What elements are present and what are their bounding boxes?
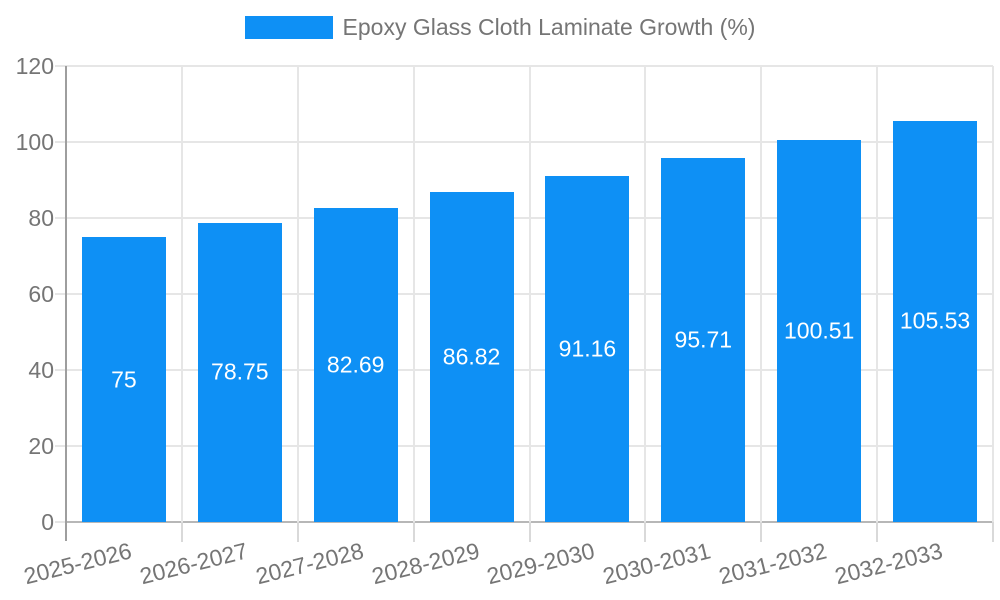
bar: 100.51: [777, 140, 862, 522]
x-category-label: 2028-2029: [368, 537, 482, 590]
bar: 95.71: [661, 158, 746, 522]
bar-value-label: 82.69: [326, 351, 385, 378]
gridline-vertical: [644, 66, 647, 522]
legend-label: Epoxy Glass Cloth Laminate Growth (%): [342, 14, 756, 40]
bar: 105.53: [893, 120, 978, 522]
x-category-label: 2031-2032: [716, 537, 830, 590]
x-tick-mark: [760, 522, 763, 542]
gridline-vertical: [876, 66, 879, 522]
x-category-label: 2026-2027: [136, 537, 250, 590]
y-tick-mark: [55, 521, 66, 523]
gridline-vertical: [296, 66, 299, 522]
x-tick-mark: [180, 522, 183, 542]
x-category-label: 2032-2033: [832, 537, 946, 590]
y-tick-mark: [55, 445, 66, 447]
y-tick-label: 120: [15, 53, 54, 79]
legend-swatch: [244, 16, 333, 39]
x-tick-mark: [528, 522, 531, 542]
y-tick-label: 20: [28, 433, 54, 459]
x-tick-mark: [296, 522, 299, 542]
bar: 91.16: [545, 175, 630, 522]
y-tick-label: 80: [28, 205, 54, 231]
x-tick-mark: [992, 522, 994, 542]
y-tick-label: 100: [15, 129, 54, 155]
bar-value-label: 105.53: [899, 307, 971, 334]
bar-value-label: 95.71: [674, 326, 733, 353]
y-tick-label: 0: [41, 509, 54, 535]
y-tick-mark: [55, 369, 66, 371]
gridline-vertical: [412, 66, 415, 522]
bar-value-label: 100.51: [784, 317, 855, 344]
bar-value-label: 91.16: [558, 335, 617, 362]
y-tick-mark: [55, 293, 66, 295]
x-category-label: 2025-2026: [21, 537, 135, 590]
x-category-label: 2029-2030: [484, 537, 598, 590]
x-tick-mark: [644, 522, 647, 542]
x-category-label: 2030-2031: [600, 537, 714, 590]
x-category-label: 2027-2028: [252, 537, 366, 590]
y-axis-line: [65, 66, 67, 541]
bar-value-label: 78.75: [211, 358, 269, 385]
x-tick-mark: [412, 522, 415, 542]
bar: 78.75: [197, 222, 282, 522]
gridline-vertical: [760, 66, 763, 522]
bar: 82.69: [313, 207, 398, 522]
x-tick-mark: [876, 522, 879, 542]
legend: Epoxy Glass Cloth Laminate Growth (%): [0, 14, 1000, 41]
gridline-vertical: [528, 66, 531, 522]
bar-value-label: 75: [111, 366, 137, 392]
bar-value-label: 86.82: [442, 343, 501, 370]
gridline-vertical: [992, 66, 994, 522]
bar: 75: [81, 237, 166, 522]
y-tick-label: 40: [28, 357, 54, 383]
y-tick-mark: [55, 65, 66, 67]
y-tick-mark: [55, 141, 66, 143]
y-tick-label: 60: [28, 281, 54, 307]
y-tick-mark: [55, 217, 66, 219]
gridline-vertical: [180, 66, 183, 522]
bar: 86.82: [429, 192, 514, 522]
